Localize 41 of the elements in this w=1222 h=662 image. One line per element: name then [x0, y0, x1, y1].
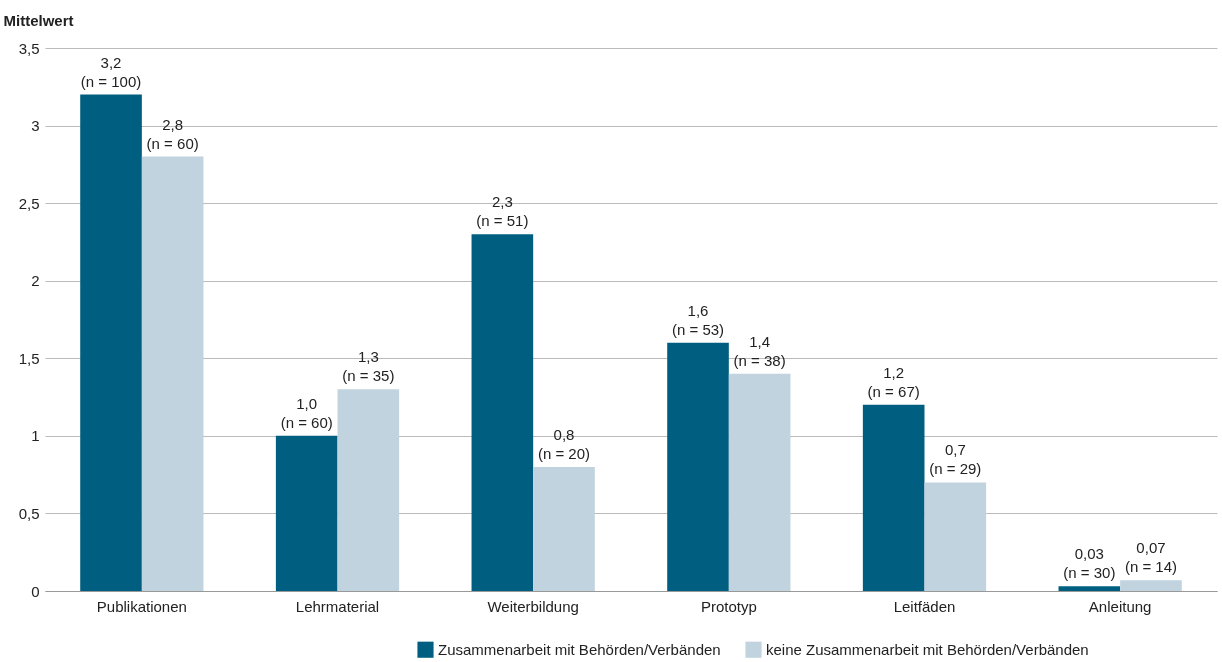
- data-label: 1,3 (n = 35): [342, 348, 395, 385]
- legend-label: Zusammenarbeit mit Behörden/Verbänden: [438, 640, 721, 658]
- data-label: 0,07 (n = 14): [1124, 539, 1178, 576]
- bar: [1058, 586, 1121, 591]
- x-tick-label: Leitfäden: [893, 597, 956, 615]
- y-tick-label: 2: [31, 272, 40, 290]
- data-label: 1,0 (n = 60): [280, 394, 333, 431]
- bar: [862, 404, 925, 591]
- x-tick-label: Weiterbildung: [487, 597, 579, 615]
- bar: [1120, 580, 1182, 591]
- bar: [924, 482, 987, 591]
- y-tick-label: 0: [31, 582, 40, 600]
- bar: [141, 156, 204, 591]
- y-tick-label: 1: [31, 427, 40, 445]
- y-axis-title: Mittelwert: [3, 11, 74, 29]
- x-tick-label: Prototyp: [700, 597, 757, 615]
- bar: [275, 435, 338, 591]
- bar: [80, 94, 142, 591]
- data-label: 0,8 (n = 20): [537, 425, 591, 462]
- data-label: 2,3 (n = 51): [476, 193, 529, 230]
- bar: [471, 234, 534, 591]
- bar: [337, 389, 400, 591]
- legend-label: keine Zusammenarbeit mit Behörden/Verbänden: [766, 640, 1089, 658]
- data-label: 0,7 (n = 29): [929, 441, 982, 478]
- y-tick-label: 1,5: [18, 349, 40, 367]
- data-label: 2,8 (n = 60): [146, 115, 199, 152]
- data-label: 0,03 (n = 30): [1063, 545, 1116, 582]
- data-label: 1,6 (n = 53): [671, 301, 725, 338]
- y-tick-label: 3: [31, 117, 40, 135]
- bar: [667, 342, 729, 591]
- data-label: 1,2 (n = 67): [867, 363, 920, 400]
- y-tick-label: 2,5: [18, 194, 40, 212]
- data-label: 1,4 (n = 38): [733, 332, 786, 369]
- y-tick-label: 0,5: [18, 504, 40, 522]
- x-tick-label: Anleitung: [1088, 597, 1152, 615]
- bar: [728, 373, 791, 591]
- y-tick-label: 3,5: [18, 39, 40, 57]
- bar: [533, 466, 595, 591]
- x-tick-label: Publikationen: [96, 597, 187, 615]
- x-tick-label: Lehrmaterial: [295, 597, 380, 615]
- data-label: 3,2 (n = 100): [80, 53, 142, 90]
